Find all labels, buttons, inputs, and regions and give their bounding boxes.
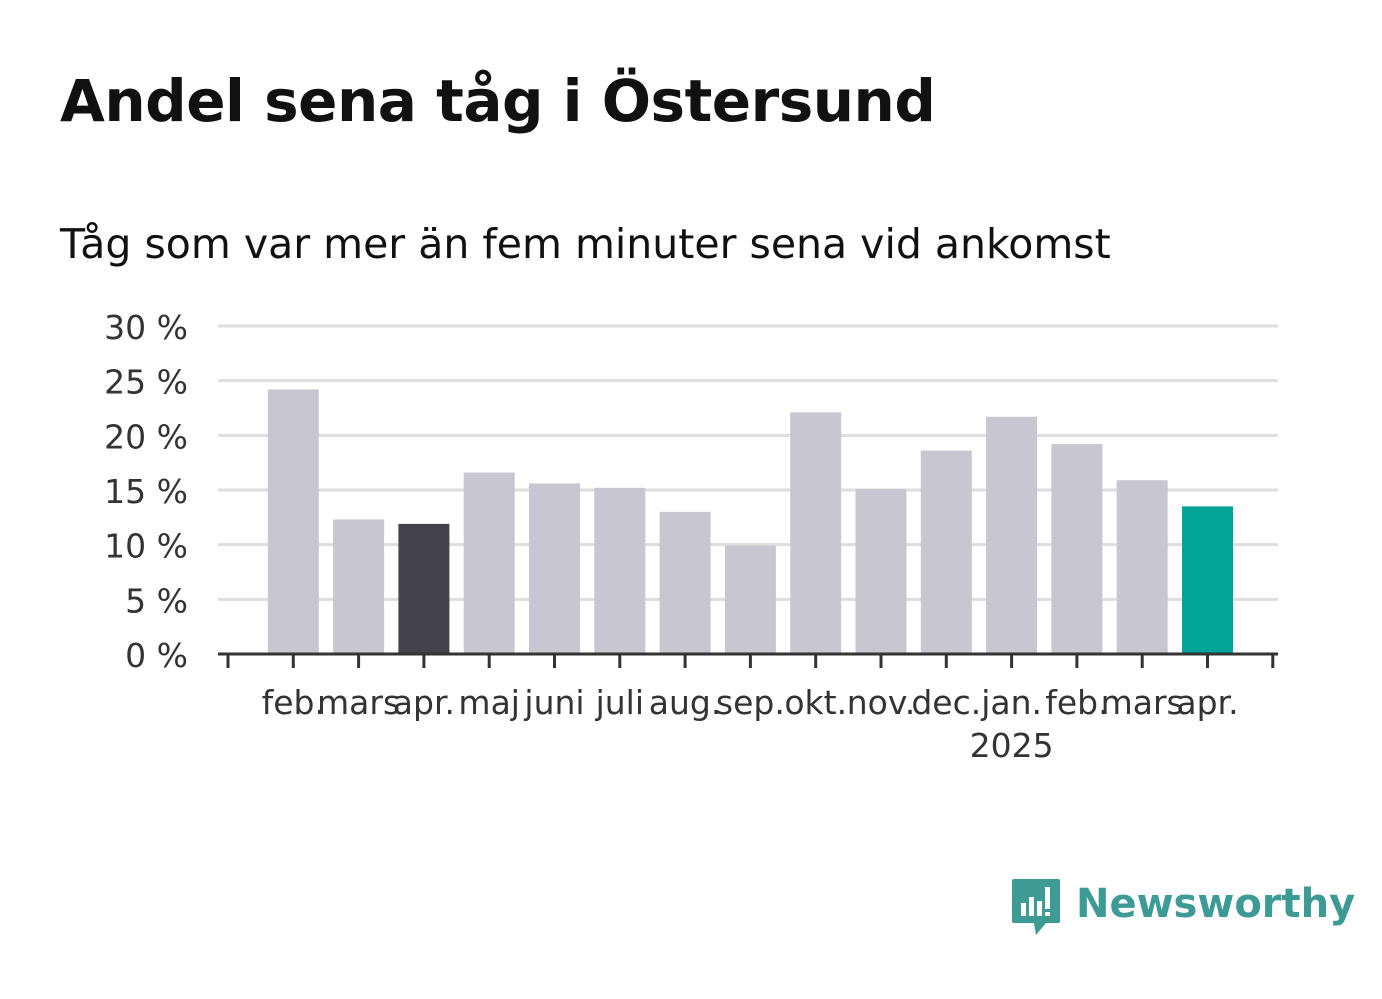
chart-subtitle: Tåg som var mer än fem minuter sena vid … [60,220,1111,268]
y-tick-label: 10 % [104,527,188,566]
newsworthy-logo-icon [1012,879,1060,935]
brand-name: Newsworthy [1076,881,1356,927]
brand-logo: Newsworthy [1010,876,1355,940]
y-tick-label: 30 % [104,308,188,347]
x-tick-label: feb. [1045,683,1108,722]
x-tick-label: dec. [911,683,981,722]
bar [333,519,385,654]
bar [1116,480,1168,654]
x-tick-label: aug. [649,683,722,722]
y-tick-label: 20 % [104,417,188,456]
x-tick-label: nov. [847,683,916,722]
bar [398,523,450,654]
bar [790,412,842,654]
x-tick-label: mars [1101,683,1184,722]
y-tick-label: 25 % [104,363,188,402]
bar [594,487,646,654]
y-tick-label: 0 % [125,636,188,675]
bar [724,545,776,654]
x-tick-label: maj [458,683,520,722]
bar [267,389,319,654]
bar [463,472,515,654]
y-tick-label: 5 % [125,581,188,620]
bar [855,488,907,654]
bar [1051,444,1103,654]
bar [986,416,1038,654]
bar [1182,506,1233,654]
bar [659,511,711,654]
x-tick-label: apr. [1176,683,1238,722]
x-tick-label: juni [523,683,584,722]
x-tick-label: jan. [980,683,1042,722]
x-tick-label: juli [595,683,644,722]
x-year-label: 2025 [970,726,1054,765]
bar [529,483,580,654]
bar [920,450,972,654]
x-tick-label: sep. [716,683,785,722]
x-tick-label: okt. [784,683,847,722]
y-tick-label: 15 % [104,472,188,511]
x-tick-label: mars [317,683,400,722]
x-tick-label: apr. [393,683,455,722]
x-tick-label: feb. [262,683,325,722]
chart-title: Andel sena tåg i Östersund [60,67,936,135]
